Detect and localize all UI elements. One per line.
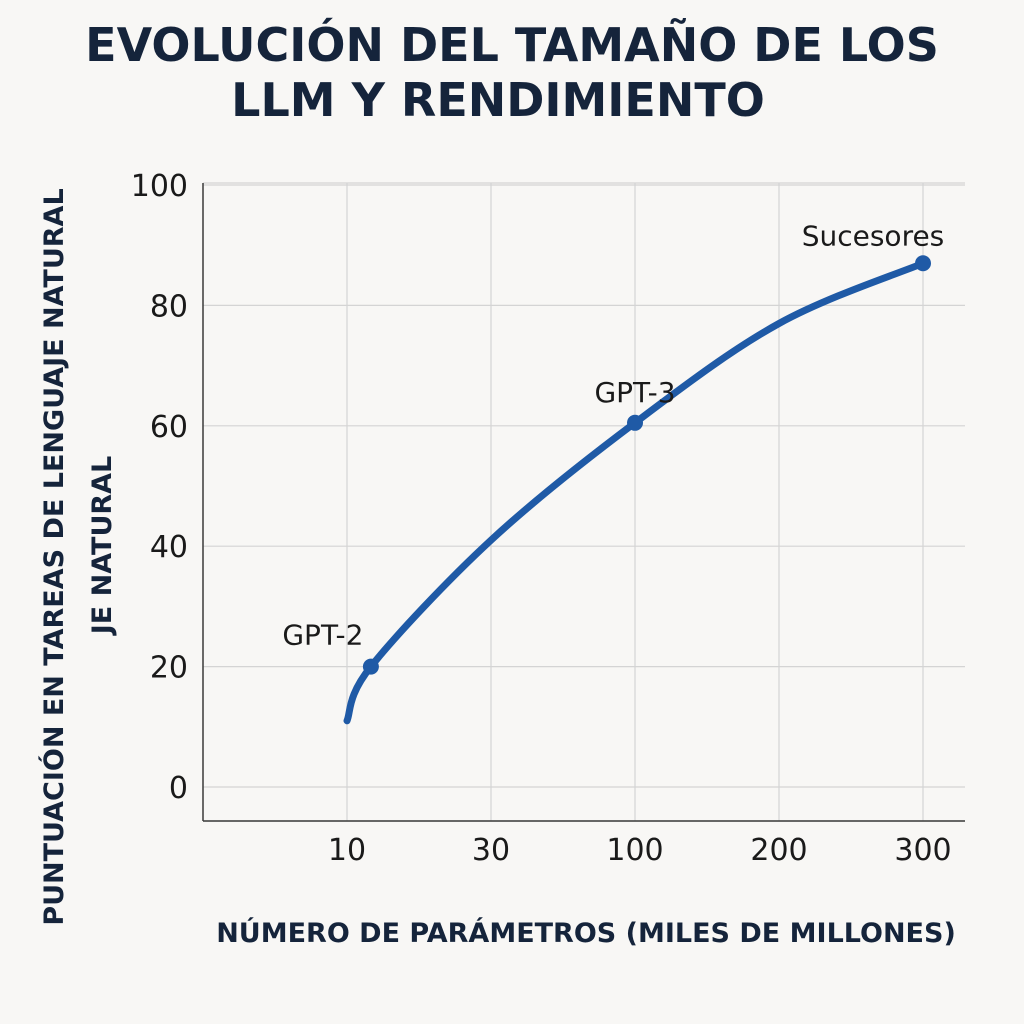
data-point-label: GPT-2 (282, 619, 363, 652)
chart-title-line-2: LLM Y RENDIMIENTO (231, 73, 765, 127)
x-axis-title: NÚMERO DE PARÁMETROS (MILES DE MILLONES) (216, 917, 956, 949)
x-tick-label: 100 (606, 833, 663, 868)
data-point (627, 414, 643, 431)
x-tick-label: 30 (472, 833, 510, 868)
y-tick-label: 20 (150, 651, 188, 686)
y-tick-label: 40 (150, 530, 188, 565)
y-tick-label: 0 (169, 771, 188, 806)
x-tick-label: 300 (894, 833, 951, 868)
data-point-label: Sucesores (802, 219, 945, 252)
y-tick-label: 100 (131, 169, 188, 204)
y-tick-label: 60 (150, 410, 188, 445)
axes (202, 183, 965, 822)
point-labels: GPT-2 GPT-3 Sucesores (282, 219, 944, 651)
y-axis-title-line-1: PUNTUACIÓN EN TAREAS DE LENGUAJE NATURAL (38, 188, 70, 925)
series-line (343, 259, 927, 725)
x-tick-labels: 10 30 100 200 300 (328, 833, 952, 868)
y-tick-label: 80 (150, 289, 188, 324)
data-points (362, 255, 931, 675)
x-tick-label: 10 (328, 833, 366, 868)
data-point (362, 658, 379, 675)
series (343, 259, 927, 725)
data-point (915, 255, 931, 272)
chart-title-line-1: EVOLUCIÓN DEL TAMAÑO DE LOS (85, 18, 939, 72)
y-tick-labels: 0 20 40 60 80 100 (131, 169, 188, 806)
x-tick-label: 200 (750, 833, 807, 868)
y-axis-title-line-2: JE NATURAL (87, 456, 118, 637)
data-point-label: GPT-3 (594, 376, 675, 409)
grid (203, 182, 965, 822)
